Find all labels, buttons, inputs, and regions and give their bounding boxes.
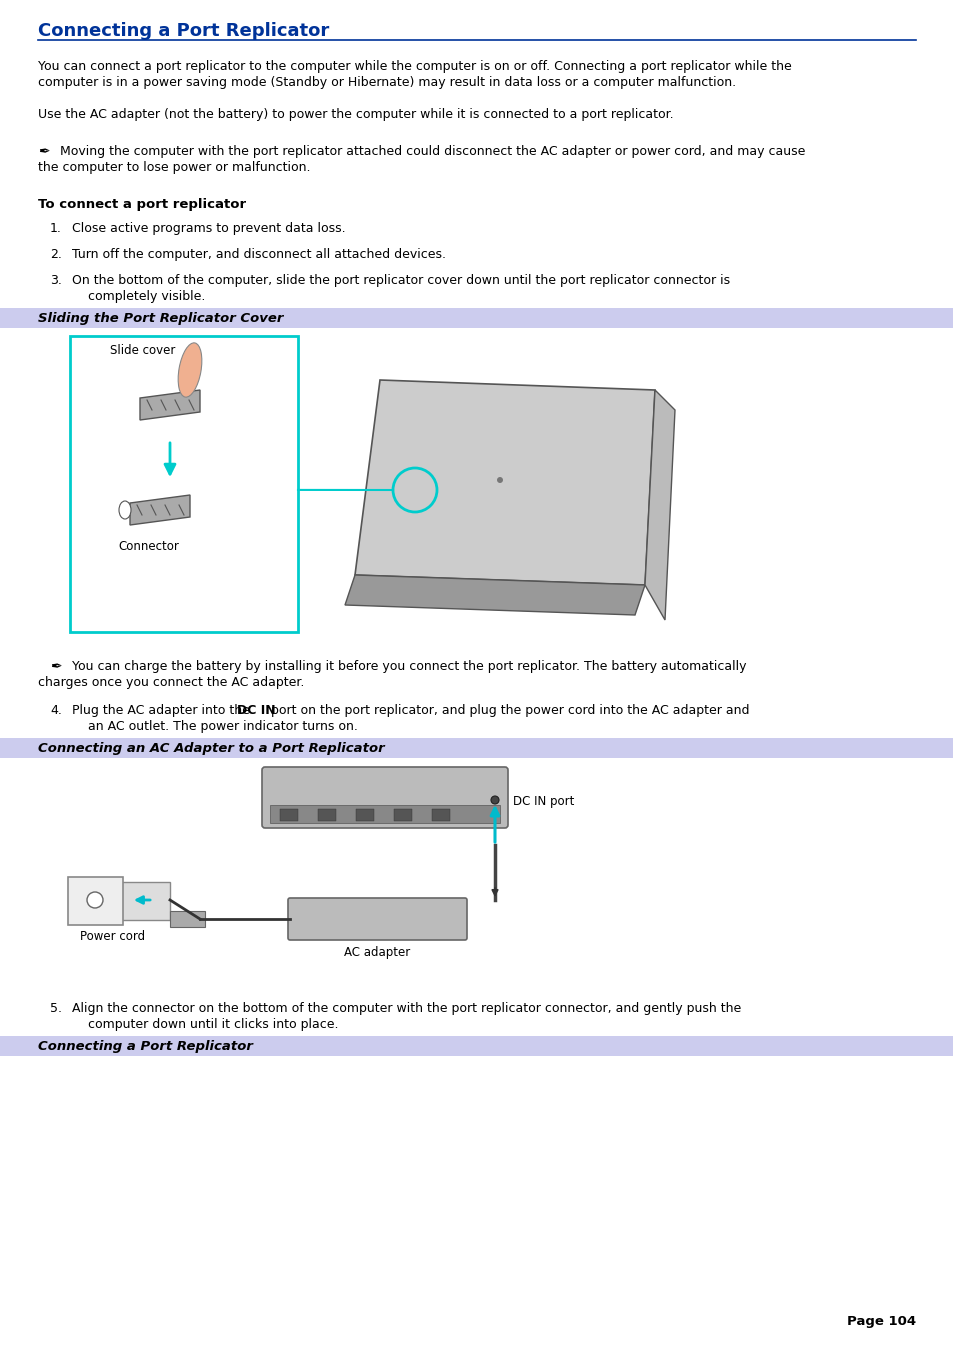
Bar (90, 882, 170, 920)
Ellipse shape (178, 343, 202, 397)
Ellipse shape (119, 501, 131, 519)
Text: 2.: 2. (50, 249, 62, 261)
Text: Sliding the Port Replicator Cover: Sliding the Port Replicator Cover (38, 312, 283, 326)
Polygon shape (355, 380, 655, 585)
Text: You can charge the battery by installing it before you connect the port replicat: You can charge the battery by installing… (68, 661, 745, 673)
Text: Connecting a Port Replicator: Connecting a Port Replicator (38, 22, 329, 41)
Text: Page 104: Page 104 (846, 1315, 915, 1328)
Text: Connecting an AC Adapter to a Port Replicator: Connecting an AC Adapter to a Port Repli… (38, 742, 384, 755)
Text: Use the AC adapter (not the battery) to power the computer while it is connected: Use the AC adapter (not the battery) to … (38, 108, 673, 122)
Text: charges once you connect the AC adapter.: charges once you connect the AC adapter. (38, 676, 304, 689)
Text: 1.: 1. (50, 222, 62, 235)
Text: computer is in a power saving mode (Standby or Hibernate) may result in data los: computer is in a power saving mode (Stan… (38, 76, 736, 89)
Text: Close active programs to prevent data loss.: Close active programs to prevent data lo… (71, 222, 345, 235)
Text: Connector: Connector (118, 540, 179, 553)
Polygon shape (644, 390, 675, 620)
Text: Slide cover: Slide cover (110, 345, 175, 357)
Bar (432, 809, 450, 821)
Ellipse shape (87, 892, 103, 908)
Text: an AC outlet. The power indicator turns on.: an AC outlet. The power indicator turns … (88, 720, 357, 734)
Polygon shape (130, 494, 190, 526)
Bar (270, 805, 499, 823)
Text: Align the connector on the bottom of the computer with the port replicator conne: Align the connector on the bottom of the… (71, 1002, 740, 1015)
Text: Plug the AC adapter into the: Plug the AC adapter into the (71, 704, 253, 717)
Text: Moving the computer with the port replicator attached could disconnect the AC ad: Moving the computer with the port replic… (56, 145, 804, 158)
Ellipse shape (491, 796, 498, 804)
Bar (0, 308, 953, 328)
FancyBboxPatch shape (288, 898, 467, 940)
Text: 3.: 3. (50, 274, 62, 286)
Text: the computer to lose power or malfunction.: the computer to lose power or malfunctio… (38, 161, 310, 174)
Bar (170, 911, 205, 927)
Text: Power cord: Power cord (80, 929, 145, 943)
Text: 4.: 4. (50, 704, 62, 717)
Bar (0, 738, 953, 758)
Text: computer down until it clicks into place.: computer down until it clicks into place… (88, 1019, 338, 1031)
Ellipse shape (497, 477, 502, 484)
Text: On the bottom of the computer, slide the port replicator cover down until the po: On the bottom of the computer, slide the… (71, 274, 729, 286)
Text: Turn off the computer, and disconnect all attached devices.: Turn off the computer, and disconnect al… (71, 249, 446, 261)
Text: ✒: ✒ (50, 661, 62, 674)
Text: completely visible.: completely visible. (88, 290, 205, 303)
Text: port on the port replicator, and plug the power cord into the AC adapter and: port on the port replicator, and plug th… (267, 704, 749, 717)
Text: AC adapter: AC adapter (343, 946, 410, 959)
Bar (317, 809, 335, 821)
Polygon shape (140, 390, 200, 420)
Text: DC IN port: DC IN port (513, 794, 574, 808)
Bar (70, 336, 297, 632)
Text: 5.: 5. (50, 1002, 62, 1015)
Text: Connecting a Port Replicator: Connecting a Port Replicator (38, 1040, 253, 1052)
FancyBboxPatch shape (262, 767, 507, 828)
Text: To connect a port replicator: To connect a port replicator (38, 199, 246, 211)
Text: ✒: ✒ (38, 145, 50, 159)
Polygon shape (345, 576, 644, 615)
Bar (394, 809, 412, 821)
Bar (355, 809, 374, 821)
Text: DC IN: DC IN (236, 704, 275, 717)
Bar (0, 1036, 953, 1056)
Bar (68, 877, 123, 925)
Text: You can connect a port replicator to the computer while the computer is on or of: You can connect a port replicator to the… (38, 59, 791, 73)
Bar (280, 809, 297, 821)
